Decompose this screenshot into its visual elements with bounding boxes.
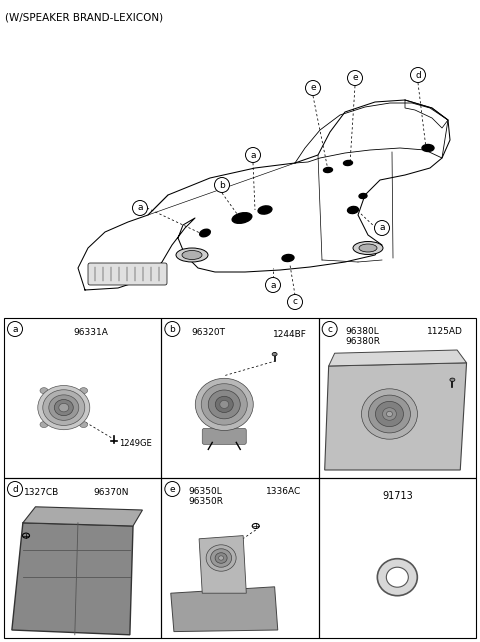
Circle shape (410, 67, 425, 83)
Ellipse shape (359, 193, 367, 198)
Text: a: a (137, 204, 143, 213)
Ellipse shape (200, 229, 210, 237)
FancyBboxPatch shape (88, 263, 167, 285)
Text: 1336AC: 1336AC (266, 487, 301, 496)
Bar (319, 318, 476, 478)
Ellipse shape (361, 389, 418, 439)
Polygon shape (23, 507, 143, 526)
Ellipse shape (211, 549, 232, 568)
Polygon shape (171, 587, 278, 632)
Text: 96350L: 96350L (189, 487, 222, 496)
Ellipse shape (369, 395, 410, 433)
Ellipse shape (215, 396, 233, 413)
Circle shape (305, 80, 321, 96)
Circle shape (374, 220, 389, 236)
Text: 1327CB: 1327CB (24, 488, 60, 497)
Circle shape (245, 148, 261, 162)
Bar (4, 478, 161, 638)
Text: 1244BF: 1244BF (274, 330, 307, 339)
Text: 1125AD: 1125AD (427, 327, 462, 336)
Ellipse shape (377, 559, 417, 596)
Ellipse shape (80, 422, 87, 428)
Text: (W/SPEAKER BRAND-LEXICON): (W/SPEAKER BRAND-LEXICON) (5, 12, 163, 22)
Text: 96370N: 96370N (93, 488, 129, 497)
Ellipse shape (54, 399, 73, 415)
Bar (161, 478, 319, 638)
Text: 1249GE: 1249GE (119, 438, 152, 447)
Text: 96331A: 96331A (73, 328, 108, 337)
Ellipse shape (218, 556, 224, 560)
Text: 91713: 91713 (382, 491, 413, 501)
Text: b: b (219, 180, 225, 189)
Polygon shape (324, 363, 467, 470)
Text: d: d (415, 71, 421, 80)
Text: d: d (12, 485, 18, 494)
Circle shape (322, 322, 337, 336)
Ellipse shape (176, 248, 208, 262)
Ellipse shape (383, 408, 396, 421)
Text: a: a (379, 223, 385, 232)
Circle shape (265, 277, 280, 293)
Text: e: e (169, 485, 175, 494)
Polygon shape (329, 350, 467, 366)
Ellipse shape (38, 385, 90, 429)
Text: 96320T: 96320T (192, 328, 226, 337)
Text: e: e (352, 73, 358, 83)
Ellipse shape (232, 213, 252, 223)
Ellipse shape (220, 401, 229, 408)
Ellipse shape (422, 144, 434, 152)
Ellipse shape (208, 390, 240, 419)
FancyBboxPatch shape (202, 428, 246, 444)
Circle shape (165, 322, 180, 336)
Text: 96380L: 96380L (346, 327, 380, 336)
Ellipse shape (182, 250, 202, 259)
Polygon shape (199, 535, 246, 593)
Ellipse shape (40, 388, 48, 394)
Ellipse shape (59, 403, 69, 412)
Ellipse shape (450, 378, 455, 381)
Ellipse shape (348, 207, 359, 214)
Ellipse shape (386, 567, 408, 587)
Circle shape (165, 482, 180, 496)
Ellipse shape (195, 378, 253, 431)
Text: e: e (310, 83, 316, 92)
Ellipse shape (49, 395, 79, 421)
Text: a: a (250, 150, 256, 159)
Ellipse shape (80, 388, 87, 394)
Bar (4, 318, 161, 478)
Ellipse shape (272, 352, 277, 356)
Bar (319, 478, 476, 638)
Polygon shape (12, 523, 133, 635)
Ellipse shape (258, 206, 272, 214)
Circle shape (348, 71, 362, 85)
Ellipse shape (201, 384, 247, 425)
Text: c: c (292, 297, 298, 306)
Ellipse shape (359, 244, 377, 252)
Text: a: a (12, 324, 18, 333)
Circle shape (288, 295, 302, 309)
Text: a: a (270, 281, 276, 290)
Ellipse shape (344, 160, 352, 166)
Ellipse shape (206, 545, 236, 571)
Ellipse shape (40, 422, 48, 428)
Circle shape (8, 322, 23, 336)
Bar (161, 318, 319, 478)
Ellipse shape (375, 401, 404, 426)
Circle shape (8, 482, 23, 496)
Ellipse shape (386, 412, 393, 417)
Ellipse shape (353, 241, 383, 254)
Ellipse shape (43, 390, 85, 426)
Ellipse shape (324, 168, 333, 173)
Text: b: b (169, 324, 175, 333)
Circle shape (132, 200, 147, 216)
Circle shape (215, 177, 229, 193)
Text: 96380R: 96380R (345, 337, 380, 346)
Ellipse shape (215, 553, 227, 563)
Ellipse shape (282, 254, 294, 261)
Text: 96350R: 96350R (188, 497, 223, 506)
Text: c: c (327, 324, 332, 333)
